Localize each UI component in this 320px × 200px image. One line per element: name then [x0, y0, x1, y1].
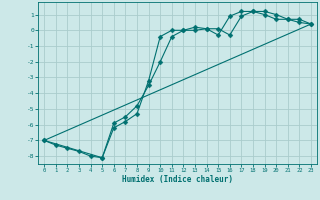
- X-axis label: Humidex (Indice chaleur): Humidex (Indice chaleur): [122, 175, 233, 184]
